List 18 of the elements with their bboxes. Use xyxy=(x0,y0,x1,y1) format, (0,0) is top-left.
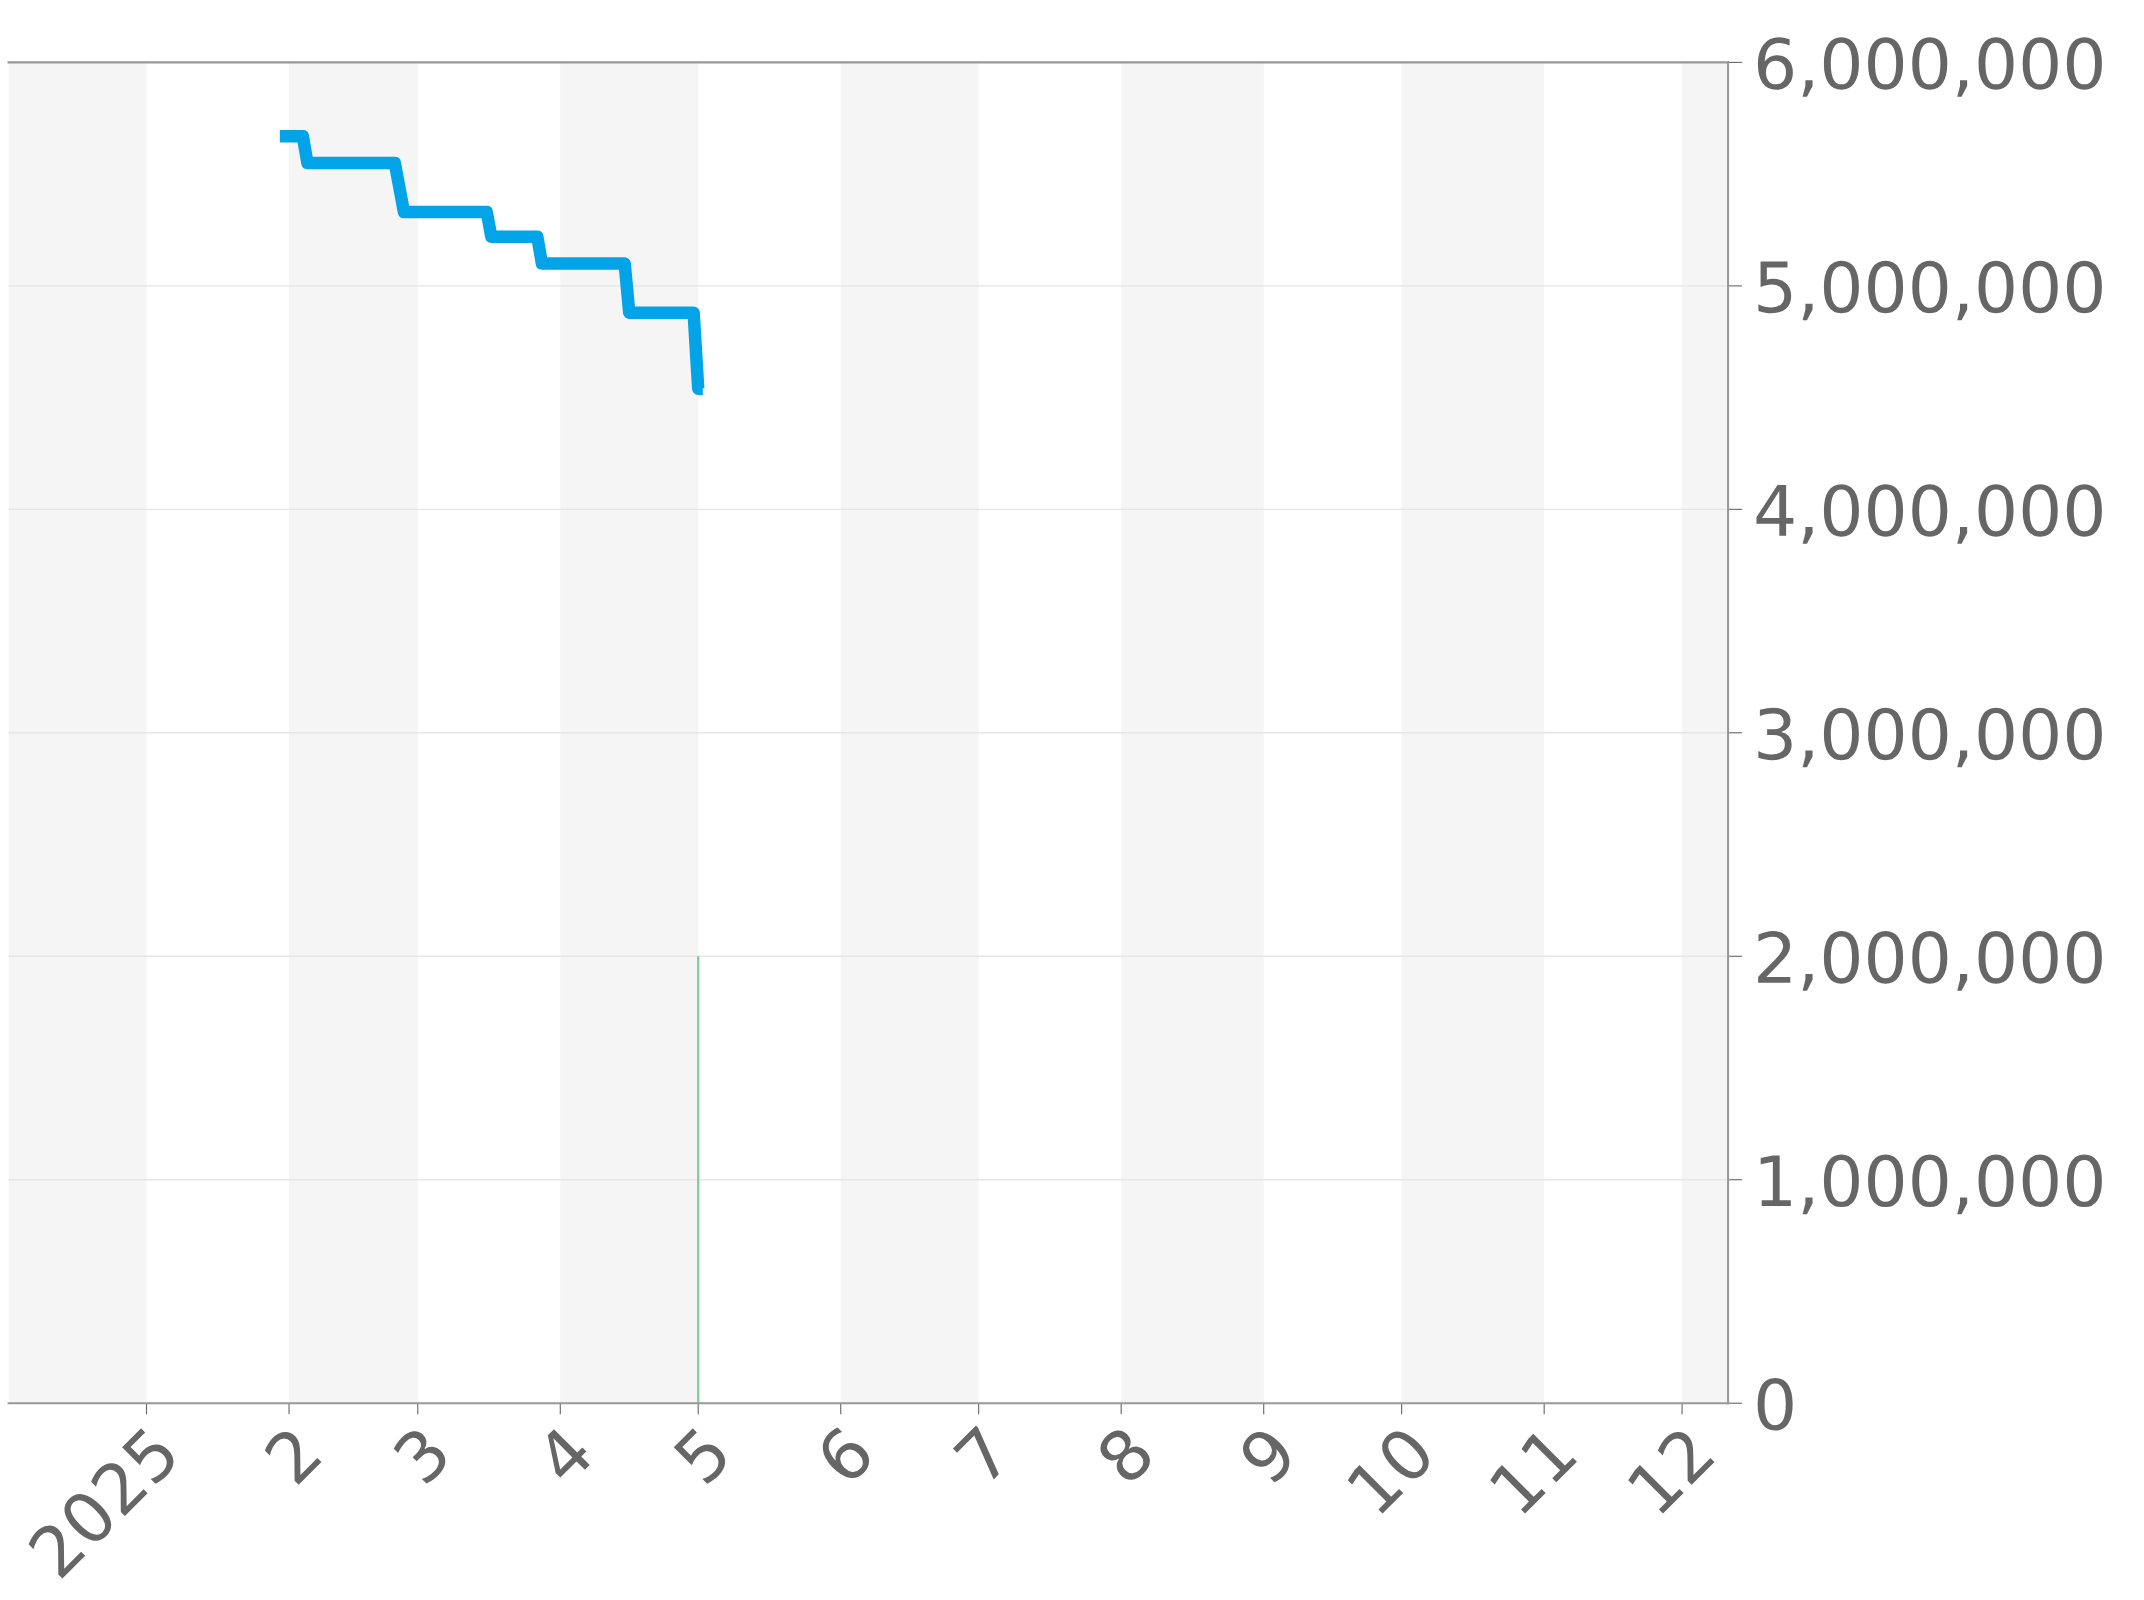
y-tick-label: 2,000,000 xyxy=(1758,931,2102,991)
y-tick-label: 1,000,000 xyxy=(1760,1154,2102,1215)
x-tick-label: 2 xyxy=(262,1425,322,1485)
y-tick-label: 0 xyxy=(1757,1378,1793,1431)
x-tick-label: 9 xyxy=(1236,1424,1299,1487)
x-tick-label: 7 xyxy=(952,1425,1012,1485)
y-tick-label: 4,000,000 xyxy=(1756,484,2102,544)
x-tick-label: 6 xyxy=(813,1423,876,1486)
y-tick-label: 5,000,000 xyxy=(1758,260,2102,321)
x-tick-label: 5 xyxy=(672,1425,732,1486)
x-tick-label: 11 xyxy=(1488,1425,1577,1515)
x-tick-label: 4 xyxy=(532,1424,595,1487)
y-tick-label: 6,000,000 xyxy=(1757,37,2102,97)
x-tick-label: 8 xyxy=(1094,1424,1156,1486)
y-tick-label: 3,000,000 xyxy=(1758,707,2102,768)
x-tick-label: 10 xyxy=(1345,1424,1437,1515)
x-tick-label: 3 xyxy=(391,1424,452,1486)
x-tick-label: 12 xyxy=(1625,1425,1715,1515)
